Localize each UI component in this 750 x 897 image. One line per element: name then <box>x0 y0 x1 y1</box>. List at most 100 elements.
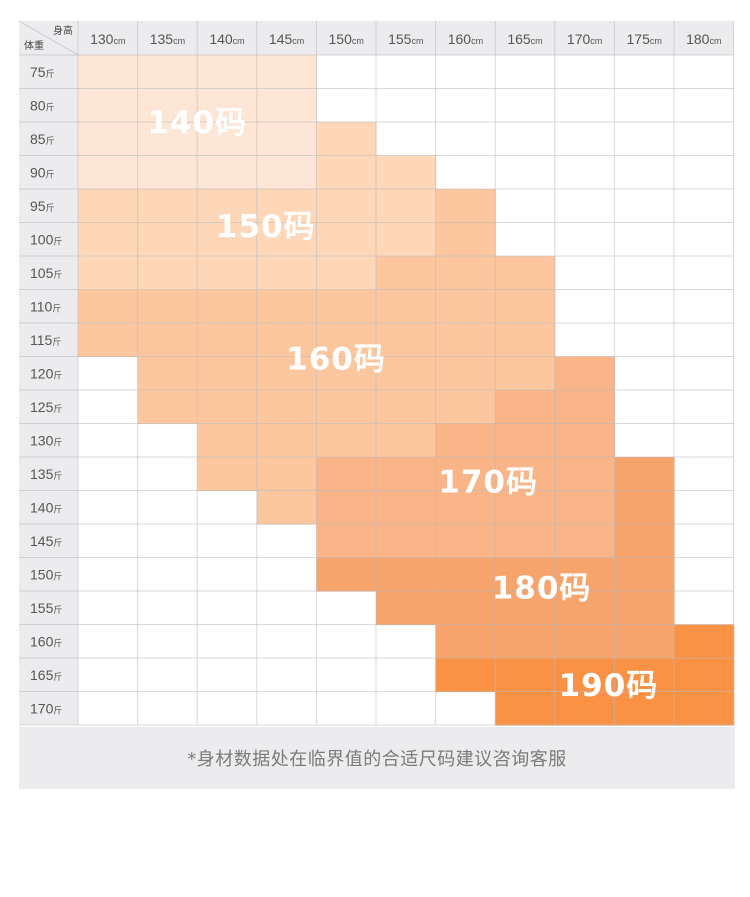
cell-105-145 <box>256 256 317 291</box>
cell-80-140 <box>197 88 258 123</box>
cell-150-160 <box>435 557 496 592</box>
height-tick-130: 130cm <box>90 31 125 47</box>
cell-105-160 <box>435 256 496 291</box>
cell-90-130 <box>78 155 139 190</box>
cell-160-160 <box>435 624 496 659</box>
cell-100-150 <box>316 222 377 257</box>
cell-125-135 <box>137 390 198 425</box>
size-label-140码: 140码 <box>147 105 247 141</box>
weight-tick-145: 145斤 <box>30 533 62 549</box>
cell-130-150 <box>316 423 377 458</box>
cell-95-160 <box>435 189 496 224</box>
weight-tick-155: 155斤 <box>30 600 62 616</box>
cell-125-140 <box>197 390 258 425</box>
weight-tick-160: 160斤 <box>30 633 62 649</box>
cell-150-165 <box>495 557 556 592</box>
corner-weight-label: 体重 <box>24 39 44 52</box>
weight-tick-110: 110斤 <box>30 298 61 314</box>
weight-tick-85: 85斤 <box>30 131 55 147</box>
cell-120-160 <box>435 356 496 391</box>
footnote-text: *身材数据处在临界值的合适尺码建议咨询客服 <box>187 749 567 770</box>
cell-75-135 <box>137 55 198 90</box>
height-tick-140: 140cm <box>209 31 244 47</box>
cell-100-140 <box>197 222 258 257</box>
size-label-180码: 180码 <box>492 570 592 606</box>
weight-tick-75: 75斤 <box>30 64 55 80</box>
cell-120-165 <box>495 356 556 391</box>
cell-95-145 <box>256 189 317 224</box>
cell-90-155 <box>376 155 437 190</box>
cell-165-160 <box>435 658 496 693</box>
cell-100-135 <box>137 222 198 257</box>
cell-130-170 <box>554 423 615 458</box>
weight-tick-120: 120斤 <box>30 365 62 381</box>
cell-165-165 <box>495 658 556 693</box>
height-tick-135: 135cm <box>150 31 185 47</box>
cell-140-170 <box>554 490 615 525</box>
cell-75-145 <box>256 55 317 90</box>
cell-170-175 <box>614 691 675 726</box>
cell-145-170 <box>554 524 615 559</box>
cell-115-155 <box>376 323 437 358</box>
height-tick-170: 170cm <box>567 31 602 47</box>
cell-85-140 <box>197 122 258 157</box>
cell-95-140 <box>197 189 258 224</box>
cell-90-135 <box>137 155 198 190</box>
cell-120-140 <box>197 356 258 391</box>
cell-135-145 <box>256 457 317 492</box>
cell-140-165 <box>495 490 556 525</box>
cell-170-165 <box>495 691 556 726</box>
cell-145-175 <box>614 524 675 559</box>
corner-height-label: 身高 <box>53 24 73 37</box>
cell-130-155 <box>376 423 437 458</box>
cell-150-150 <box>316 557 377 592</box>
cell-95-130 <box>78 189 139 224</box>
cell-105-130 <box>78 256 139 291</box>
cell-85-145 <box>256 122 317 157</box>
height-tick-165: 165cm <box>507 31 542 47</box>
cell-150-155 <box>376 557 437 592</box>
cell-100-130 <box>78 222 139 257</box>
cell-115-160 <box>435 323 496 358</box>
height-tick-160: 160cm <box>448 31 483 47</box>
cell-110-130 <box>78 289 139 324</box>
cell-110-155 <box>376 289 437 324</box>
cell-85-135 <box>137 122 198 157</box>
height-tick-150: 150cm <box>329 31 364 47</box>
cell-170-170 <box>554 691 615 726</box>
cell-115-145 <box>256 323 317 358</box>
cell-130-145 <box>256 423 317 458</box>
cell-125-170 <box>554 390 615 425</box>
height-tick-155: 155cm <box>388 31 423 47</box>
cell-155-175 <box>614 591 675 626</box>
cell-155-170 <box>554 591 615 626</box>
cell-110-165 <box>495 289 556 324</box>
size-label-150码: 150码 <box>216 209 316 245</box>
cell-80-130 <box>78 88 139 123</box>
height-tick-175: 175cm <box>627 31 662 47</box>
cell-100-160 <box>435 222 496 257</box>
corner-diagonal <box>18 20 79 56</box>
cell-120-145 <box>256 356 317 391</box>
cell-125-165 <box>495 390 556 425</box>
cell-120-135 <box>137 356 198 391</box>
cell-160-170 <box>554 624 615 659</box>
cell-115-130 <box>78 323 139 358</box>
size-label-190码: 190码 <box>559 668 659 704</box>
weight-tick-165: 165斤 <box>30 667 62 683</box>
cell-160-165 <box>495 624 556 659</box>
cell-115-140 <box>197 323 258 358</box>
cell-105-150 <box>316 256 377 291</box>
cell-75-140 <box>197 55 258 90</box>
cell-125-160 <box>435 390 496 425</box>
cell-150-175 <box>614 557 675 592</box>
cell-135-170 <box>554 457 615 492</box>
cell-95-150 <box>316 189 377 224</box>
weight-tick-140: 140斤 <box>30 499 62 515</box>
cell-135-140 <box>197 457 258 492</box>
cell-105-165 <box>495 256 556 291</box>
weight-tick-100: 100斤 <box>30 231 62 247</box>
cell-130-165 <box>495 423 556 458</box>
cell-110-145 <box>256 289 317 324</box>
cell-90-150 <box>316 155 377 190</box>
